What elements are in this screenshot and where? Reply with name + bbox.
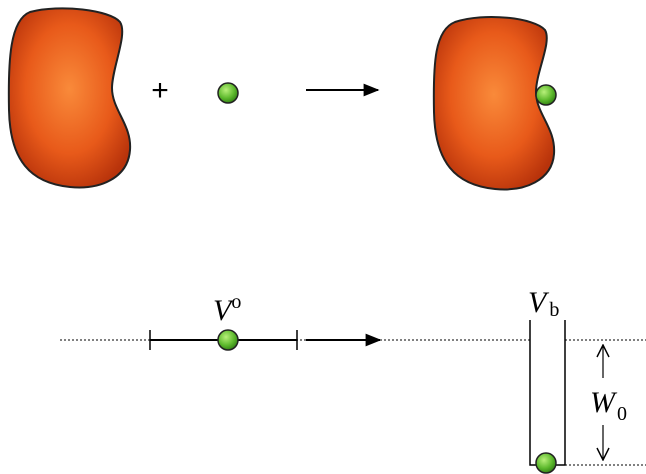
free-ligand (217, 329, 239, 351)
well-ligand (535, 452, 557, 474)
superscript: o (231, 291, 241, 313)
symbol: V (528, 286, 550, 319)
plus-sign: + (151, 74, 169, 107)
molecule (7, 7, 132, 189)
symbol: W (590, 386, 618, 419)
subscript: 0 (617, 403, 627, 425)
symbol: V (213, 294, 235, 327)
free-volume-label: Vo (213, 291, 241, 327)
subscript: b (549, 299, 559, 321)
ligand (217, 82, 239, 104)
molecule (432, 16, 556, 191)
potential-well (529, 320, 566, 466)
bound-ligand (535, 84, 557, 106)
